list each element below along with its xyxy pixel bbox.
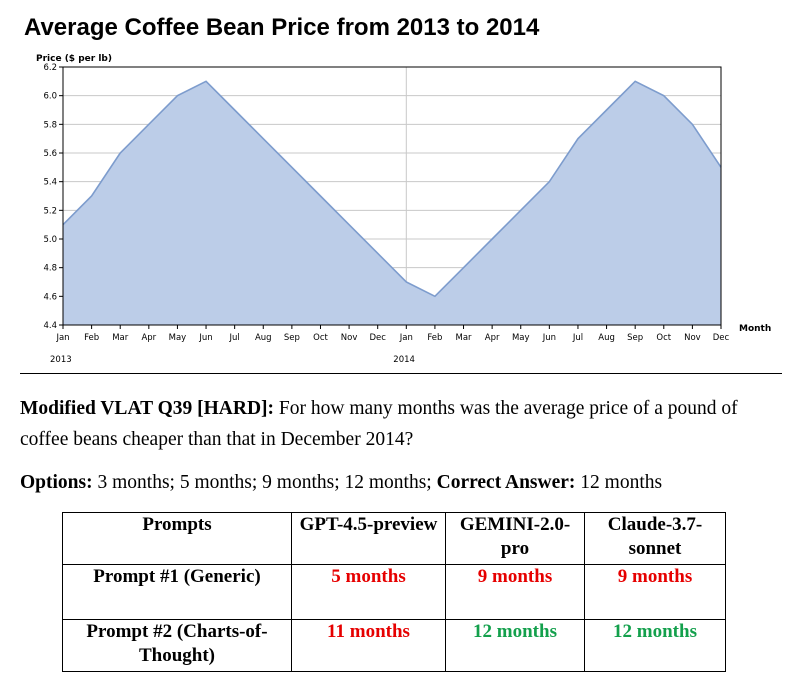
result-cell: 12 months <box>445 619 585 672</box>
y-tick-label: 4.4 <box>43 321 57 331</box>
x-axis-label: Month <box>739 324 771 334</box>
year-label: 2014 <box>393 355 415 365</box>
header-claude: Claude-3.7-sonnet <box>584 512 726 565</box>
x-tick-label: Dec <box>713 333 730 343</box>
correct-answer-value: 12 months <box>580 472 663 493</box>
y-tick-label: 5.4 <box>43 178 57 188</box>
plot-frame <box>62 66 722 326</box>
x-tick-label: Oct <box>313 333 328 343</box>
x-tick-label: Oct <box>656 333 671 343</box>
year-label: 2013 <box>50 355 72 365</box>
y-tick-label: 5.2 <box>43 206 57 216</box>
y-tick-label: 5.6 <box>43 149 57 159</box>
table-row: Prompt #2 (Charts-of-Thought) 11 months … <box>62 619 726 672</box>
options-text: Options: 3 months; 5 months; 9 months; 1… <box>20 467 795 498</box>
x-tick-label: Feb <box>427 333 442 343</box>
x-tick-label: May <box>512 333 530 343</box>
x-tick-label: Jan <box>55 333 69 343</box>
x-tick-label: Nov <box>341 333 358 343</box>
question-text: Modified VLAT Q39 [HARD]: For how many m… <box>20 393 790 455</box>
correct-answer-label: Correct Answer: <box>436 472 576 493</box>
result-cell: 5 months <box>291 564 446 620</box>
prompt-cell: Prompt #2 (Charts-of-Thought) <box>62 619 292 672</box>
y-tick-label: 4.8 <box>43 264 57 274</box>
price-area <box>63 81 721 325</box>
x-tick-label: Dec <box>369 333 386 343</box>
x-tick-label: Aug <box>255 333 272 343</box>
x-tick-label: Feb <box>84 333 99 343</box>
price-line <box>62 80 722 298</box>
x-tick-label: Jul <box>572 333 583 343</box>
coffee-price-area-chart: 4.4 4.6 4.8 5.0 5.2 5.4 5.6 5.8 6.0 6.2 Jan Feb Mar A… <box>36 54 771 365</box>
result-cell: 11 months <box>291 619 446 672</box>
results-table: Prompts GPT-4.5-preview GEMINI-2.0-pro C… <box>62 512 726 672</box>
table-row: Prompt #1 (Generic) 5 months 9 months 9 … <box>62 564 726 620</box>
y-tick-label: 6.2 <box>43 63 57 73</box>
y-tick-label: 5.8 <box>43 120 57 130</box>
result-cell: 12 months <box>584 619 726 672</box>
prompt-cell: Prompt #1 (Generic) <box>62 564 292 620</box>
x-tick-label: Sep <box>284 333 300 343</box>
x-tick-label: Sep <box>627 333 643 343</box>
header-gemini: GEMINI-2.0-pro <box>445 512 585 565</box>
x-tick-label: May <box>169 333 187 343</box>
section-divider <box>20 373 782 374</box>
x-tick-label: Aug <box>598 333 615 343</box>
header-gpt: GPT-4.5-preview <box>291 512 446 565</box>
question-body: For how many months was the average pric… <box>20 398 738 450</box>
result-cell: 9 months <box>584 564 726 620</box>
options-label: Options: <box>20 472 93 493</box>
options-list: 3 months; 5 months; 9 months; 12 months; <box>97 472 432 493</box>
x-tick-label: Nov <box>684 333 701 343</box>
result-cell: 9 months <box>445 564 585 620</box>
question-label: Modified VLAT Q39 [HARD]: <box>20 398 275 419</box>
x-tick-label: Apr <box>141 333 156 343</box>
chart-title: Average Coffee Bean Price from 2013 to 2… <box>24 14 540 41</box>
y-tick-label: 5.0 <box>43 235 57 245</box>
y-tick-label: 6.0 <box>43 92 57 102</box>
x-tick-label: Mar <box>455 333 472 343</box>
y-axis-label: Price ($ per lb) <box>36 54 112 64</box>
header-prompts: Prompts <box>62 512 292 565</box>
table-header-row: Prompts GPT-4.5-preview GEMINI-2.0-pro C… <box>62 512 726 565</box>
x-tick-label: Jul <box>229 333 240 343</box>
x-tick-label: Apr <box>485 333 500 343</box>
x-tick-label: Jan <box>399 333 413 343</box>
y-tick-label: 4.6 <box>43 292 57 302</box>
x-tick-label: Mar <box>112 333 129 343</box>
x-tick-label: Jun <box>198 333 212 343</box>
x-tick-label: Jun <box>542 333 556 343</box>
